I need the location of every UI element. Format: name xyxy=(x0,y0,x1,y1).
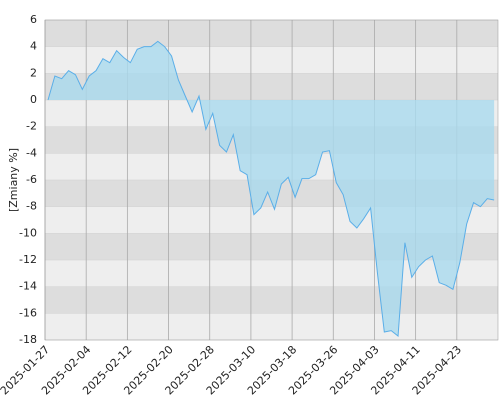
y-tick-label: -14 xyxy=(19,280,37,293)
grid-band xyxy=(45,20,498,47)
line xyxy=(47,40,495,337)
y-tick-label: 4 xyxy=(30,40,37,53)
y-axis-label: [Zmiany %] xyxy=(7,148,20,212)
y-tick-label: -10 xyxy=(19,226,37,239)
y-tick-label: -16 xyxy=(19,306,37,319)
grid-band xyxy=(45,260,498,287)
y-tick-label: 2 xyxy=(30,66,37,79)
y-tick-label: -6 xyxy=(26,173,37,186)
area xyxy=(48,41,495,336)
y-tick-label: 6 xyxy=(30,13,37,26)
y-tick-label: -2 xyxy=(26,120,37,133)
grid-band xyxy=(45,313,498,340)
y-tick-label: -18 xyxy=(19,333,37,346)
y-tick-label: -12 xyxy=(19,253,37,266)
y-tick-label: -4 xyxy=(26,146,37,159)
y-tick-label: -8 xyxy=(26,200,37,213)
y-tick-label: 0 xyxy=(30,93,37,106)
grid-band xyxy=(45,286,498,314)
plot-border xyxy=(44,19,499,341)
